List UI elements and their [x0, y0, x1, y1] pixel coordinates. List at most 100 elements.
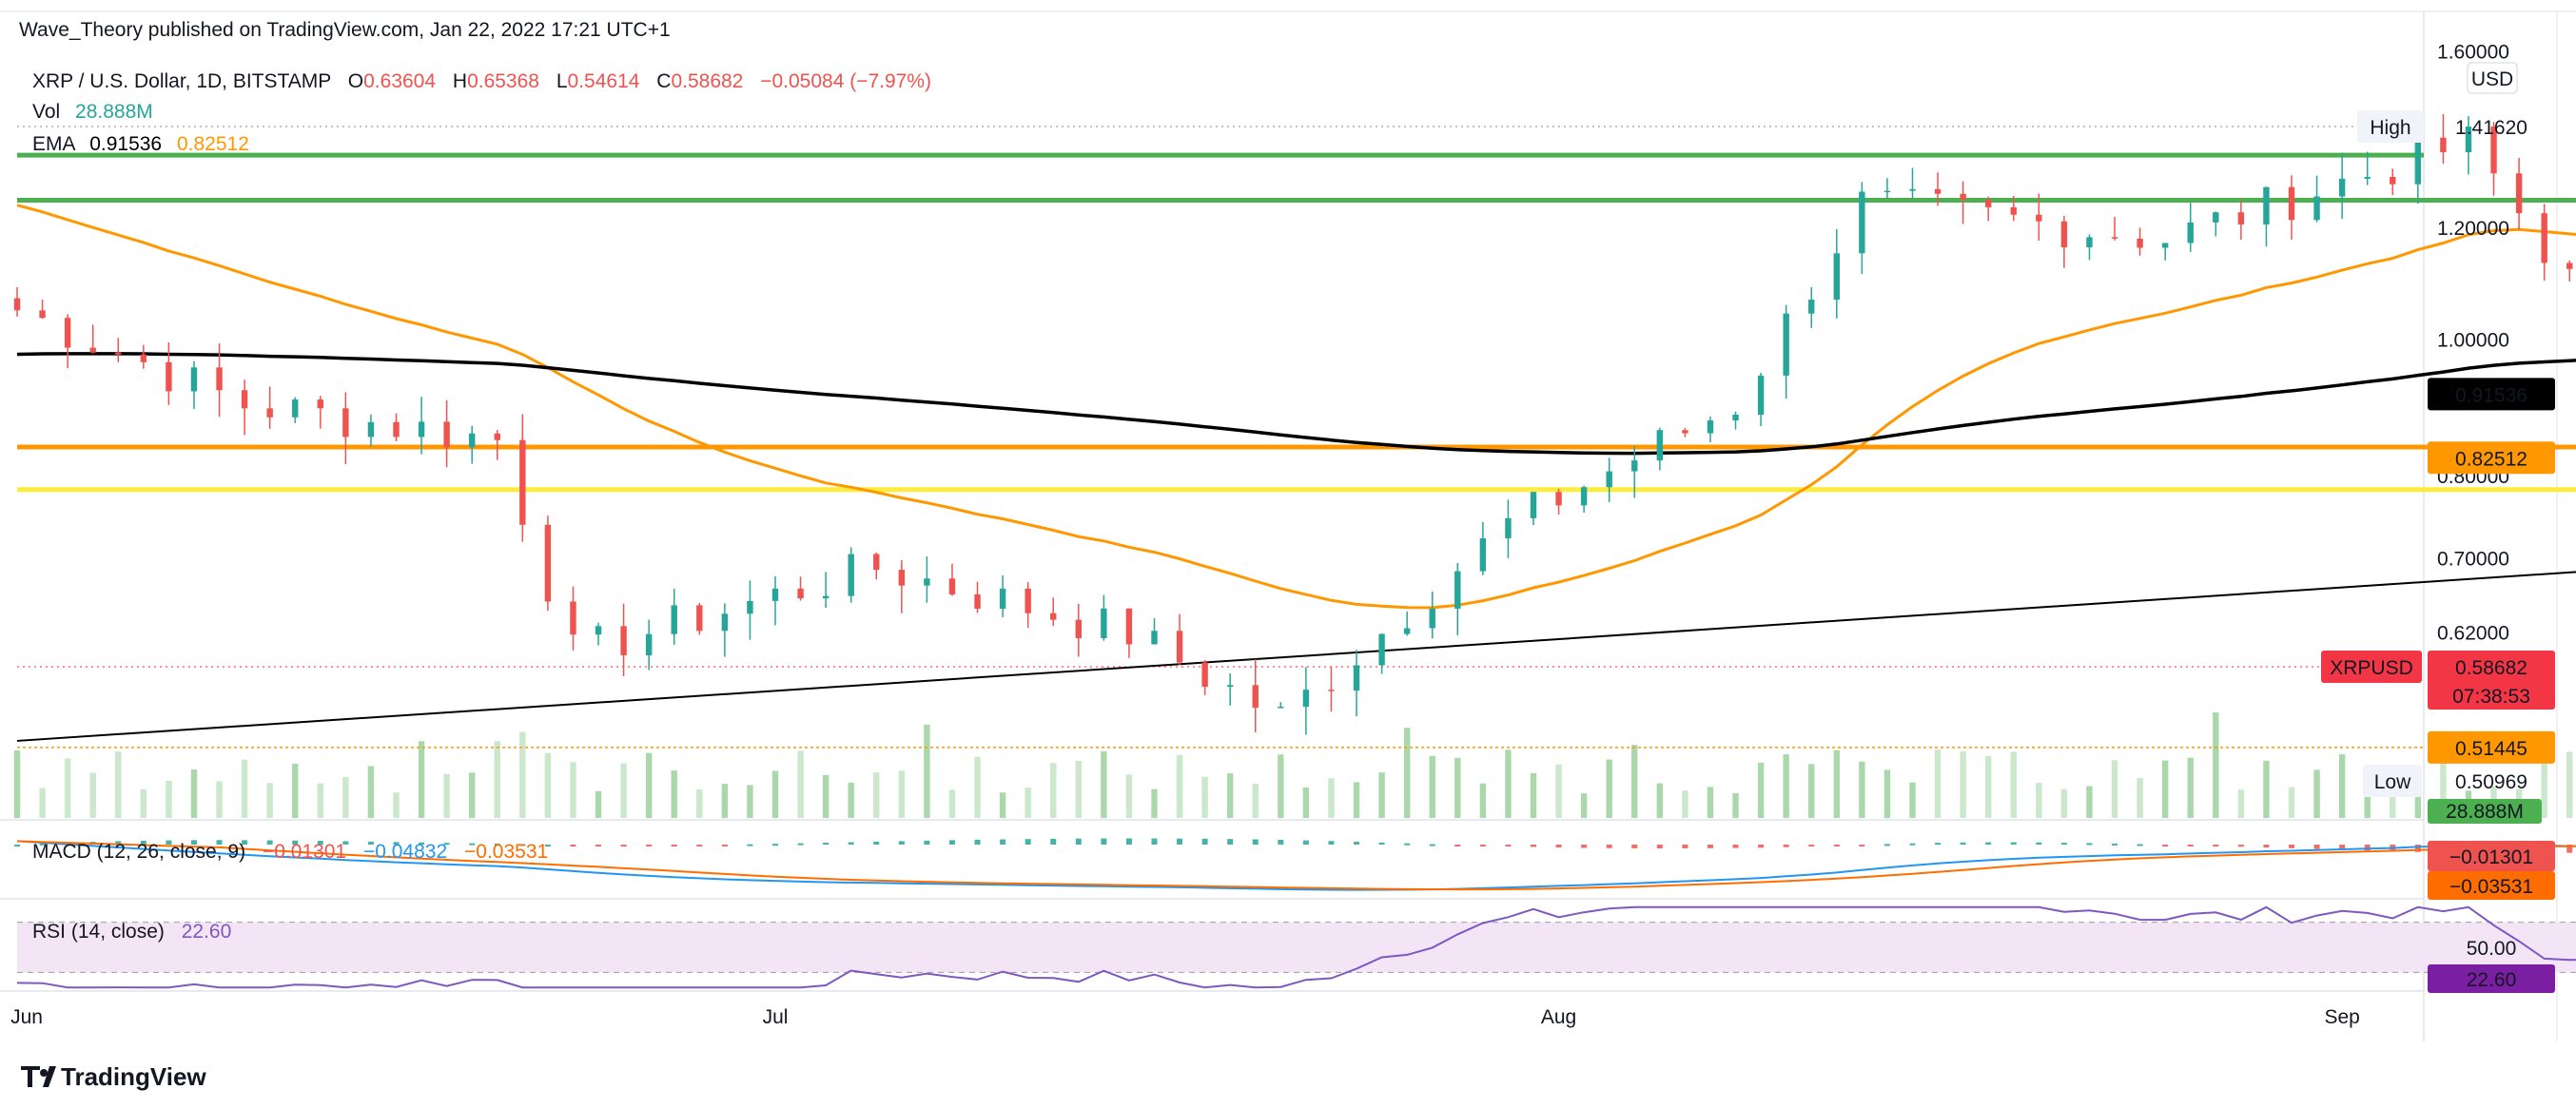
- legend-volume: 28.888M: [75, 101, 153, 123]
- svg-text:Vol 28.888M: Vol 28.888M: [32, 101, 153, 123]
- candle: [1125, 608, 1133, 658]
- price-axis-labels: 1.600001.200001.000000.800000.700000.620…: [2321, 41, 2555, 993]
- volume-bar: [696, 788, 703, 818]
- volume-bar: [393, 792, 400, 818]
- candle-body: [570, 601, 576, 635]
- candle: [13, 286, 21, 317]
- macd-histogram-bar: [2289, 845, 2294, 848]
- volume-bar: [595, 790, 602, 818]
- candle: [140, 344, 147, 369]
- candle-body: [1960, 193, 1966, 200]
- volume-bar: [747, 785, 753, 818]
- macd-histogram-bar: [1328, 841, 1335, 845]
- macd-histogram-bar: [696, 845, 703, 846]
- volume-bar: [2111, 760, 2118, 818]
- macd-histogram-bar: [1000, 839, 1006, 845]
- candle: [216, 343, 223, 418]
- candle: [241, 379, 248, 436]
- x-tick-label: Jul: [763, 1006, 789, 1028]
- candle-body: [2161, 243, 2169, 248]
- macd-histogram-bar: [2237, 845, 2244, 847]
- volume-bar: [822, 775, 829, 818]
- macd-histogram-bar: [2414, 845, 2421, 852]
- volume-bar: [367, 766, 375, 818]
- candle: [620, 603, 627, 676]
- macd-histogram-bar: [1909, 843, 1916, 846]
- candle: [519, 414, 526, 542]
- macd-histogram-bar: [1960, 842, 1966, 845]
- volume-bar: [1580, 793, 1588, 818]
- candle: [696, 602, 703, 635]
- volume-bar: [898, 770, 906, 818]
- macd-histogram-bar: [898, 841, 905, 845]
- candle-body: [2515, 173, 2523, 214]
- candle: [2086, 234, 2093, 261]
- low-tag: Low: [2374, 771, 2411, 793]
- volume-bar: [1025, 788, 1031, 818]
- macd-histogram-bar: [823, 843, 829, 846]
- macd-histogram-bar: [1378, 842, 1385, 845]
- volume-bar: [140, 789, 147, 818]
- volume-bar: [671, 770, 677, 818]
- candle-body: [2036, 214, 2042, 222]
- volume-bar: [2263, 760, 2270, 818]
- candle-body: [2086, 237, 2093, 248]
- volume-bar: [1429, 755, 1435, 818]
- volume-bar: [443, 773, 450, 818]
- volume-bar: [418, 741, 425, 818]
- candle: [2440, 114, 2447, 165]
- ema-slow-price: 0.91536: [2455, 384, 2527, 406]
- volume-bar: [1454, 757, 1461, 818]
- volume-bar: [2313, 769, 2320, 818]
- symbol-tag-box: [2321, 651, 2422, 683]
- candle-body: [1530, 492, 1537, 518]
- candle-body: [848, 554, 854, 596]
- volume-bar: [2060, 788, 2068, 818]
- candle-body: [771, 588, 779, 601]
- high-tag-box: [2357, 110, 2424, 143]
- ema-fast-price-box: [2428, 441, 2555, 475]
- candle: [1783, 304, 1789, 399]
- rsi-value-box: [2428, 964, 2555, 993]
- legend-change: −0.05084 (−7.97%): [760, 70, 931, 92]
- candle-body: [1050, 613, 1057, 620]
- legend-rsi: RSI (14, close): [32, 921, 165, 943]
- macd-histogram-bar: [924, 840, 930, 845]
- macd-histogram-bar: [747, 844, 753, 846]
- candle: [1883, 178, 1891, 199]
- tv-logo-icon: [21, 1066, 40, 1087]
- candle-body: [999, 588, 1006, 609]
- macd-histogram-bar: [494, 843, 500, 846]
- volume-bar: [1101, 750, 1107, 818]
- volume-bar: [974, 756, 981, 818]
- macd-histogram-bar: [1682, 845, 1688, 848]
- candle-body: [2414, 137, 2422, 185]
- volume-bar: [2036, 782, 2042, 818]
- candle-body: [1454, 571, 1461, 609]
- candle: [1909, 167, 1916, 199]
- macd-histogram-bar: [1707, 845, 1713, 848]
- macd-histogram-bar: [1783, 845, 1789, 847]
- candle: [115, 338, 122, 362]
- candle: [1278, 702, 1284, 709]
- candle-body: [64, 318, 71, 348]
- volume-bar: [999, 792, 1006, 818]
- candle: [1757, 372, 1765, 427]
- candle: [2036, 193, 2042, 242]
- candle: [822, 572, 829, 609]
- candle-body: [924, 578, 930, 586]
- candles: [13, 112, 2573, 735]
- volume-bar: [2440, 753, 2447, 818]
- candle-body: [190, 367, 198, 392]
- rsi-band-fill: [17, 922, 2576, 973]
- candle: [1201, 659, 1208, 696]
- candle: [2490, 122, 2497, 196]
- macd-histogram-bar: [242, 840, 248, 845]
- volume-bar: [317, 783, 323, 818]
- rsi-line: [16, 905, 2576, 989]
- legend-high: 0.65368: [467, 70, 539, 92]
- volume-bar: [1682, 790, 1688, 818]
- candle: [570, 586, 576, 651]
- candle-body: [1302, 690, 1310, 708]
